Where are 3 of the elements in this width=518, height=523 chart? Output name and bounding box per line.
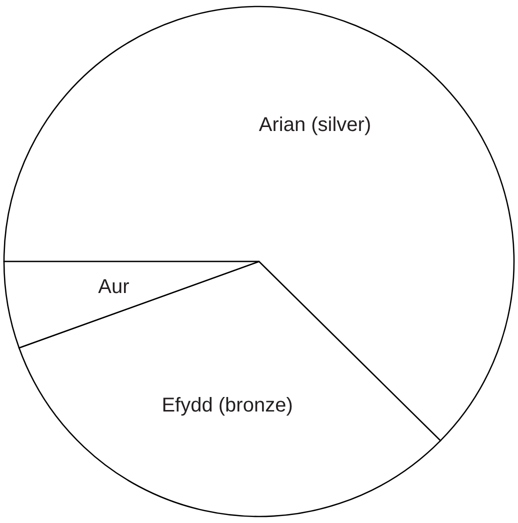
slice-label: Aur <box>98 276 130 298</box>
slice-label: Efydd (bronze) <box>162 394 293 417</box>
slice-label: Arian (silver) <box>258 114 372 136</box>
